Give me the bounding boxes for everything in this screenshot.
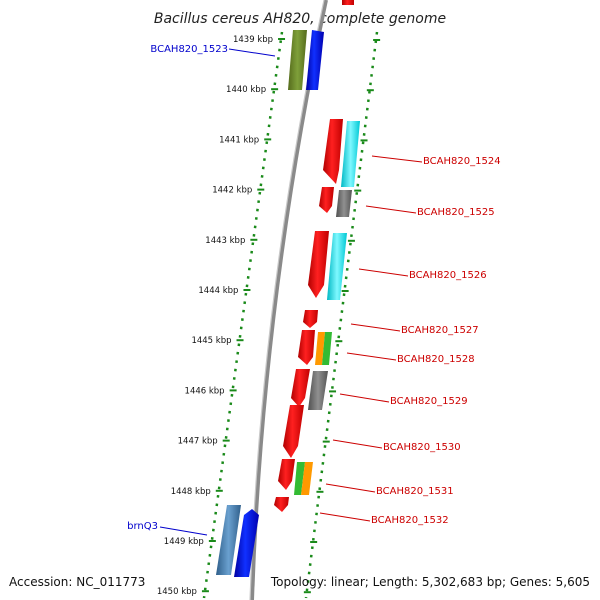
tick-label: 1440 kbp [226, 85, 266, 95]
tick-label: 1441 kbp [219, 135, 259, 145]
cog-box-1529 [308, 371, 328, 410]
cog-box-1531-orange [301, 462, 313, 495]
tick-guides [202, 31, 379, 599]
tick-label: 1446 kbp [185, 386, 225, 396]
gene-arrow-1530[interactable] [283, 405, 304, 458]
gene-label-1526[interactable]: BCAH820_1526 [409, 270, 487, 281]
cog-box-1523 [288, 30, 307, 90]
gene-label-brnq3[interactable]: brnQ3 [127, 521, 158, 532]
tick-label: 1450 kbp [157, 587, 197, 597]
gene-arrow-1525[interactable] [319, 187, 334, 213]
gene-arrow-1523[interactable] [306, 30, 324, 90]
tick-label: 1448 kbp [171, 487, 211, 497]
tick-label: 1443 kbp [205, 236, 245, 246]
cog-box-1531-green [294, 462, 305, 495]
gene-labels-right: BCAH820_1524 BCAH820_1525 BCAH820_1526 B… [319, 155, 501, 526]
gene-labels-left: BCAH820_1523 brnQ3 [127, 44, 276, 536]
right-genes [274, 119, 360, 512]
gene-arrow-1524[interactable] [323, 119, 343, 184]
tick-label: 1445 kbp [191, 336, 231, 346]
gene-arrow-1532[interactable] [274, 497, 289, 512]
gene-label-1532[interactable]: BCAH820_1532 [371, 515, 449, 526]
gene-label-1527[interactable]: BCAH820_1527 [401, 325, 479, 336]
gene-arrow-1529[interactable] [291, 369, 310, 407]
left-genes [216, 30, 324, 577]
cog-box-1528-orange [315, 332, 325, 365]
tick-label: 1442 kbp [212, 186, 252, 196]
cog-box-1528-green [322, 332, 332, 365]
topology-summary: Topology: linear; Length: 5,302,683 bp; … [270, 575, 590, 589]
gene-arrow-brnq3[interactable] [234, 509, 259, 577]
tick-group: 1439 kbp 1440 kbp 1441 kbp 1442 kbp 1443 kbp… [157, 35, 381, 597]
gene-arrow-1531[interactable] [278, 459, 295, 490]
tick-label: 1449 kbp [164, 537, 204, 547]
map-title: Bacillus cereus AH820, complete genome [154, 11, 446, 27]
tick-label: 1439 kbp [233, 35, 273, 45]
accession-text: Accession: NC_011773 [9, 575, 145, 589]
gene-partial-top[interactable] [342, 0, 354, 5]
gene-label-1529[interactable]: BCAH820_1529 [390, 396, 468, 407]
cog-box-1525 [336, 190, 352, 217]
gene-arrow-1528[interactable] [298, 330, 315, 365]
tick-label: 1447 kbp [178, 437, 218, 447]
gene-label-1524[interactable]: BCAH820_1524 [423, 156, 501, 167]
cog-box-brnq3 [216, 505, 241, 575]
gene-arrow-1526[interactable] [308, 231, 329, 298]
cog-box-1526 [327, 233, 347, 300]
cog-box-1524 [341, 121, 360, 187]
gene-label-1523[interactable]: BCAH820_1523 [150, 44, 228, 55]
gene-label-1528[interactable]: BCAH820_1528 [397, 354, 475, 365]
gene-label-1530[interactable]: BCAH820_1530 [383, 442, 461, 453]
gene-label-1531[interactable]: BCAH820_1531 [376, 486, 454, 497]
gene-label-1525[interactable]: BCAH820_1525 [417, 207, 495, 218]
gene-arrow-1527[interactable] [303, 310, 318, 328]
tick-label: 1444 kbp [198, 286, 238, 296]
